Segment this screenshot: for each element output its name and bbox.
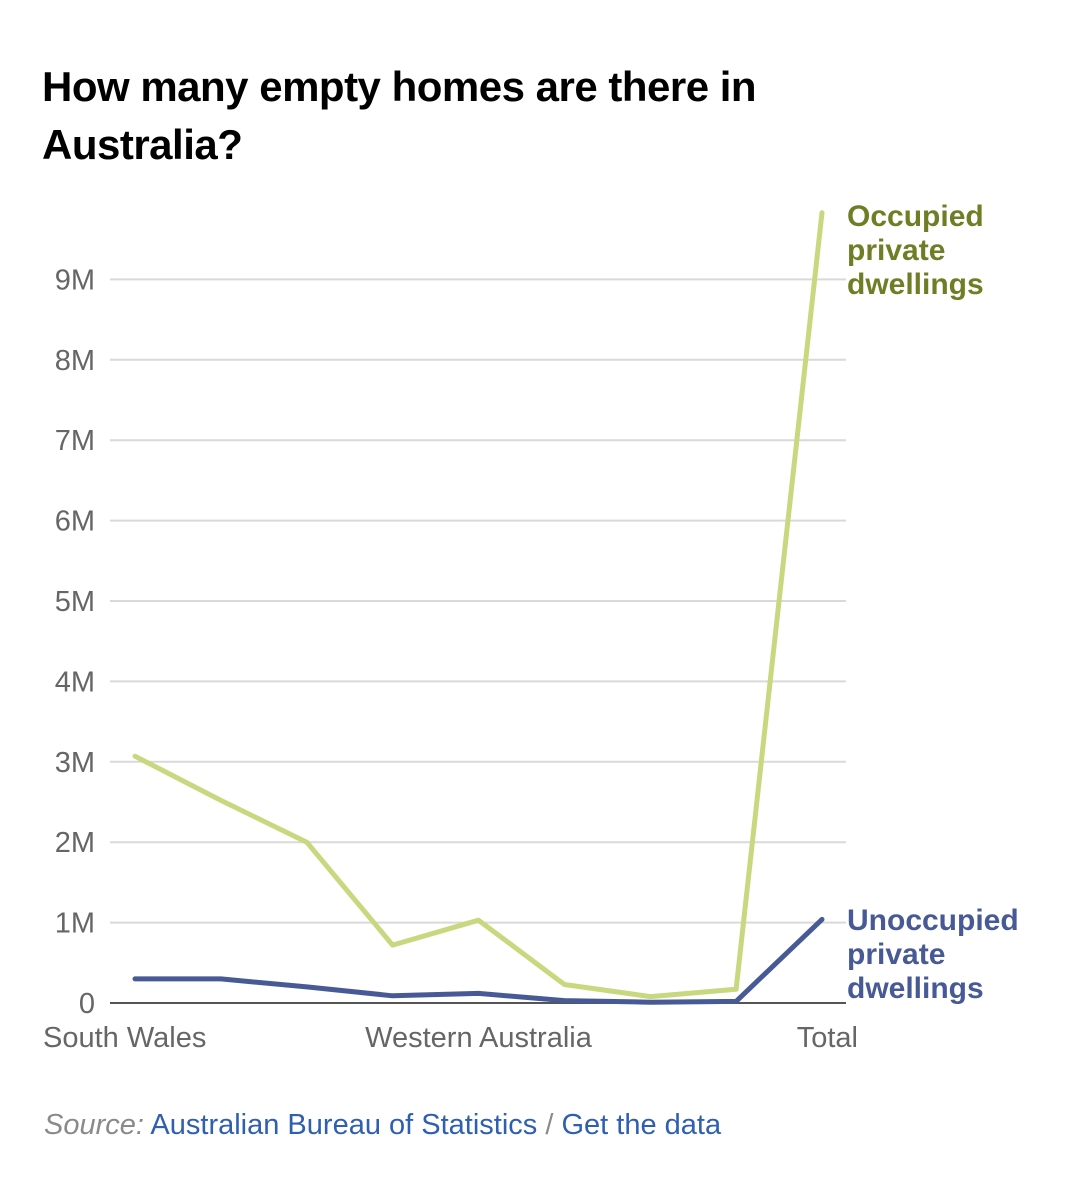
y-tick-label: 8M: [55, 345, 95, 377]
x-tick-label: Western Australia: [365, 1022, 593, 1054]
source-label: Source:: [44, 1109, 144, 1141]
source-link[interactable]: Australian Bureau of Statistics: [150, 1109, 538, 1141]
gridlines: [110, 278, 846, 1004]
y-tick-label: 4M: [55, 666, 95, 698]
y-axis-ticks: 0 1M 2M 3M 4M 5M 6M 7M 8M 9M: [55, 264, 95, 1020]
series-label-line: private: [847, 938, 945, 971]
get-the-data-link[interactable]: Get the data: [561, 1109, 722, 1141]
x-tick-label: South Wales: [43, 1022, 206, 1054]
series-line: [132, 210, 825, 1000]
chart-title: How many empty homes are there in Austra…: [42, 63, 757, 168]
series-label-line: dwellings: [847, 972, 984, 1005]
series-labels: OccupiedprivatedwellingsUnoccupiedprivat…: [847, 200, 1019, 1005]
series-label-line: dwellings: [847, 268, 984, 301]
x-axis-ticks: South Wales Western Australia Total: [43, 1022, 858, 1054]
x-tick-label: Total: [797, 1022, 858, 1054]
series-line: [132, 916, 825, 1005]
y-tick-label: 7M: [55, 425, 95, 457]
y-tick-label: 6M: [55, 506, 95, 538]
source-separator: /: [545, 1109, 554, 1141]
series-label-line: Occupied: [847, 200, 984, 233]
y-tick-label: 0: [79, 988, 95, 1020]
source-line: Source: Australian Bureau of Statistics …: [44, 1105, 721, 1145]
y-tick-label: 3M: [55, 747, 95, 779]
y-tick-label: 1M: [55, 908, 95, 940]
y-tick-label: 2M: [55, 827, 95, 859]
series-label-line: Unoccupied: [847, 904, 1019, 937]
y-tick-label: 9M: [55, 264, 95, 296]
series-lines: [132, 210, 825, 1005]
series-label-line: private: [847, 234, 945, 267]
y-tick-label: 5M: [55, 586, 95, 618]
